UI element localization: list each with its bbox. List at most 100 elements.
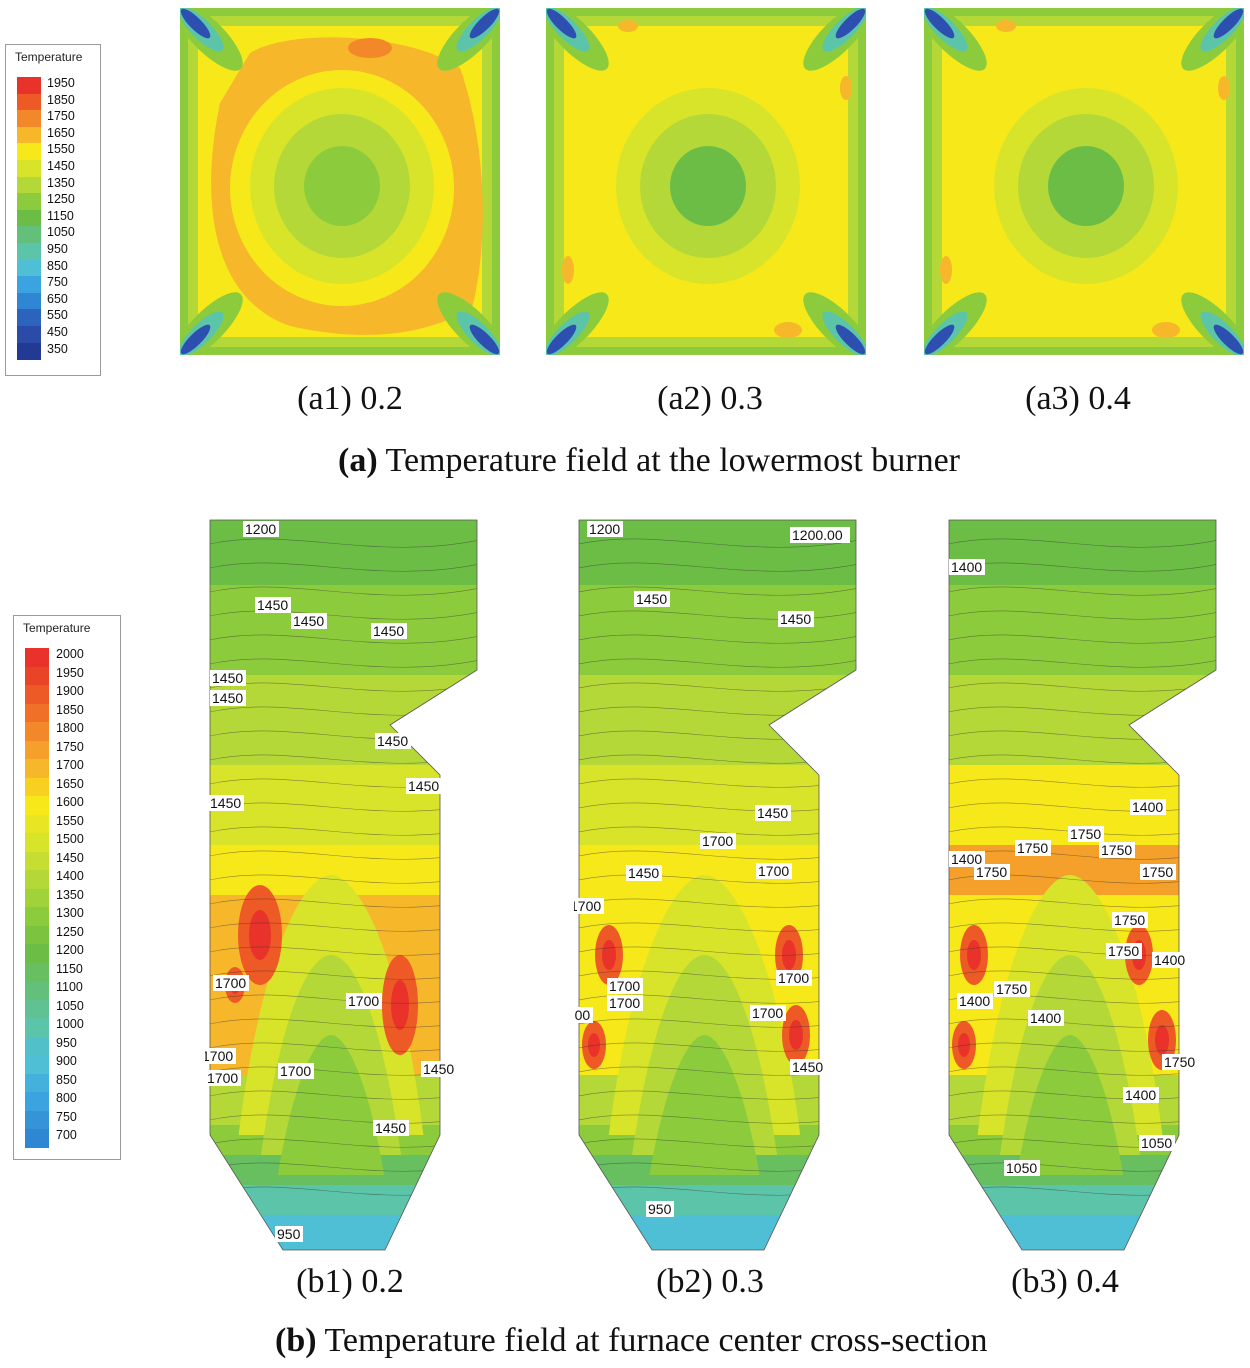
contour-label: 1700 xyxy=(756,863,792,879)
legend-b-swatch xyxy=(25,944,49,963)
contour-label-text: 1450 xyxy=(373,623,404,639)
contour-label: 1700 xyxy=(205,1048,236,1064)
contour-label-bg xyxy=(949,851,985,867)
contour-line xyxy=(949,586,1216,596)
hot-spot xyxy=(996,20,1016,32)
temperature-band xyxy=(210,585,477,675)
legend-b-level-label: 800 xyxy=(56,1091,77,1105)
furnace-field xyxy=(949,520,1216,1250)
contour-label: 1450 xyxy=(626,865,662,881)
contour-label: 1450 xyxy=(371,623,407,639)
contour-label-text: 950 xyxy=(648,1201,672,1217)
contour-label-text: 1750 xyxy=(996,981,1027,997)
hot-spot-core xyxy=(958,1033,970,1057)
legend-a-level-label: 1050 xyxy=(47,225,75,240)
contour-label-text: 1750 xyxy=(1164,1054,1195,1070)
contour-line xyxy=(949,682,1216,692)
legend-a-level-label: 350 xyxy=(47,341,68,356)
burner-jet xyxy=(924,8,987,71)
legend-b-swatch xyxy=(25,907,49,926)
jet-core xyxy=(546,324,577,355)
legend-b-swatch xyxy=(25,1110,49,1130)
furnace-field xyxy=(579,520,856,1250)
panel-b2-label: (b2) 0.3 xyxy=(656,1263,764,1300)
burner-jet xyxy=(180,292,243,355)
contour-label-bg xyxy=(778,611,814,627)
contour-label-text: 1400 xyxy=(1030,1010,1061,1026)
hot-spot xyxy=(940,256,952,284)
temperature-band xyxy=(579,1185,856,1215)
contour-label: 1450 xyxy=(210,670,246,686)
contour-label: 1700 xyxy=(607,978,643,994)
contour-label: 1700 xyxy=(346,993,382,1009)
contour-label: 1200.00 xyxy=(790,527,850,543)
jet-core xyxy=(835,324,866,355)
contour-label-text: 1450 xyxy=(377,733,408,749)
hot-spot-core xyxy=(588,1033,600,1057)
burner-jet xyxy=(437,8,500,71)
jet-core xyxy=(1213,324,1244,355)
contour-label-text: 1750 xyxy=(1101,842,1132,858)
contour-label-bg xyxy=(1028,1010,1064,1026)
hot-spot xyxy=(618,20,638,32)
contour-label-bg xyxy=(1112,912,1148,928)
legend-b-level-label: 1150 xyxy=(56,961,83,976)
legend-b-level-label: 1350 xyxy=(56,887,84,902)
section-b-text: Temperature field at furnace center cros… xyxy=(324,1322,988,1359)
contour-label: 1700 xyxy=(213,975,249,991)
panel-a3-contour-map xyxy=(924,8,1244,355)
center-arch-core xyxy=(1016,1035,1124,1175)
legend-b-level-label: 1050 xyxy=(56,998,84,1013)
legend-b-level-label: 1900 xyxy=(56,684,84,698)
contour-label-bg xyxy=(213,975,249,991)
legend-b-level-label: 1450 xyxy=(56,850,84,865)
legend-a-level-label: 1950 xyxy=(47,76,75,90)
contour-label-text: 1400 xyxy=(951,559,982,575)
hot-spot-core xyxy=(391,980,409,1030)
furnace-outline xyxy=(578,519,857,1251)
legend-b-swatch xyxy=(25,981,49,1000)
center-arch-core xyxy=(649,1035,760,1175)
section-a-text: Temperature field at the lowermost burne… xyxy=(385,442,960,479)
contour-label-bg xyxy=(750,1005,786,1021)
legend-b-level-label: 1500 xyxy=(56,832,84,846)
contour-line xyxy=(579,682,856,692)
section-b-prefix: (b) xyxy=(275,1322,317,1359)
legend-b-swatch xyxy=(25,925,49,945)
legend-a-swatch xyxy=(17,342,41,360)
contour-label-text: 1700 xyxy=(280,1063,311,1079)
contour-label-text: 1750 xyxy=(1142,864,1173,880)
contour-label: 1700 xyxy=(607,995,643,1011)
hot-spot-core xyxy=(1155,1025,1169,1055)
section-a-prefix: (a) xyxy=(338,442,378,479)
legend-b-level-label: 1850 xyxy=(56,702,84,717)
legend-a-level-label: 1750 xyxy=(47,109,75,124)
contour-line xyxy=(949,610,1216,620)
legend-b-swatch xyxy=(25,999,49,1019)
legend-b-level-label: 1300 xyxy=(56,906,84,920)
section-b-title: (b) Temperature field at furnace center … xyxy=(275,1322,988,1360)
contour-label-bg xyxy=(1106,943,1142,959)
contour-label: 1450 xyxy=(210,690,246,706)
contour-label-text: 1750 xyxy=(976,864,1007,880)
contour-label: 1400 xyxy=(1152,952,1188,968)
contour-label-bg xyxy=(1068,826,1104,842)
contour-label-bg xyxy=(255,597,291,613)
legend-a-swatch xyxy=(17,77,41,95)
legend-b-level-label: 850 xyxy=(56,1072,77,1087)
legend-b-level-label: 1800 xyxy=(56,721,84,735)
legend-b-swatch xyxy=(25,722,49,741)
legend-b-level-label: 1200 xyxy=(56,943,84,957)
contour-label-text: 1450 xyxy=(408,778,439,794)
legend-b-swatch xyxy=(25,796,49,815)
legend-b-level-label: 1250 xyxy=(56,924,84,939)
jet-core xyxy=(924,324,955,355)
panel-b1-contour-map: 1200 1450 1450 1450 1450 1450 1450 1450 1450 1700… xyxy=(205,519,478,1251)
contour-label-text: 1200.00 xyxy=(792,527,843,543)
contour-label-text: 1450 xyxy=(636,591,667,607)
contour-label-text: 1450 xyxy=(257,597,288,613)
contour-label-text: 1450 xyxy=(423,1061,454,1077)
contour-label-text: 1700 xyxy=(758,863,789,879)
contour-label-text: 1400 xyxy=(1154,952,1185,968)
